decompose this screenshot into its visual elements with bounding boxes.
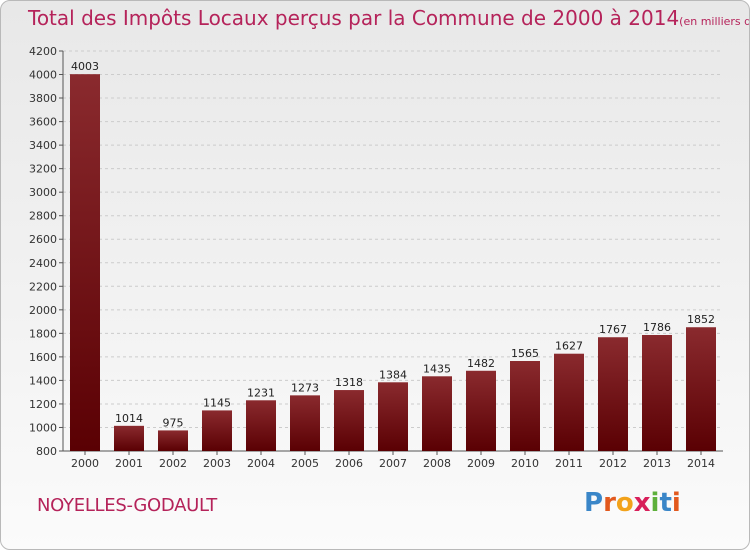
data-label: 1852 [687, 313, 715, 326]
x-tick-label: 2013 [643, 457, 671, 470]
x-tick-label: 2007 [379, 457, 407, 470]
x-tick-label: 2004 [247, 457, 275, 470]
x-tick-label: 2008 [423, 457, 451, 470]
data-label: 1767 [599, 323, 627, 336]
logo-letter: x [633, 488, 651, 518]
y-tick-label: 2400 [29, 257, 57, 270]
y-tick-label: 4200 [29, 45, 57, 58]
y-tick-label: 3200 [29, 163, 57, 176]
logo-letter: r [603, 488, 616, 518]
y-tick-label: 2000 [29, 304, 57, 317]
chart-title: Total des Impôts Locaux perçus par la Co… [28, 6, 749, 30]
bar-2013 [642, 335, 672, 451]
y-tick-label: 1000 [29, 421, 57, 434]
logo-letter: t [659, 488, 672, 518]
x-tick-label: 2003 [203, 457, 231, 470]
proxiti-logo: Proxiti [584, 488, 681, 518]
x-tick-label: 2006 [335, 457, 363, 470]
x-tick-label: 2000 [71, 457, 99, 470]
y-tick-label: 800 [36, 445, 57, 458]
chart-unit-note: (en milliers d'€) [679, 15, 749, 28]
y-tick-label: 1800 [29, 327, 57, 340]
x-tick-label: 2005 [291, 457, 319, 470]
data-label: 1231 [247, 386, 275, 399]
data-label: 1318 [335, 376, 363, 389]
bar-2006 [334, 390, 364, 451]
y-tick-label: 3400 [29, 139, 57, 152]
logo-letter: P [584, 488, 604, 518]
y-tick-label: 4000 [29, 69, 57, 82]
x-tick-label: 2011 [555, 457, 583, 470]
y-tick-label: 1400 [29, 374, 57, 387]
bar-2005 [290, 395, 320, 451]
logo-letter: o [615, 488, 634, 518]
data-label: 975 [163, 416, 184, 429]
y-tick-label: 2600 [29, 233, 57, 246]
x-tick-label: 2009 [467, 457, 495, 470]
y-tick-label: 3600 [29, 116, 57, 129]
data-label: 4003 [71, 60, 99, 73]
bar-2009 [466, 370, 496, 451]
data-label: 1482 [467, 357, 495, 370]
logo-letter: i [650, 488, 660, 518]
bar-2011 [554, 353, 584, 451]
bar-2003 [202, 410, 232, 451]
bar-2001 [114, 425, 144, 451]
y-tick-label: 3000 [29, 186, 57, 199]
bar-2002 [158, 430, 188, 451]
bar-2012 [598, 337, 628, 451]
data-label: 1565 [511, 347, 539, 360]
bar-2000 [70, 74, 100, 452]
x-tick-label: 2014 [687, 457, 715, 470]
data-label: 1145 [203, 396, 231, 409]
bar-2014 [686, 327, 716, 451]
data-label: 1435 [423, 362, 451, 375]
data-label: 1384 [379, 368, 407, 381]
y-tick-label: 2800 [29, 210, 57, 223]
y-tick-label: 2200 [29, 280, 57, 293]
x-tick-label: 2002 [159, 457, 187, 470]
x-tick-label: 2012 [599, 457, 627, 470]
bar-2004 [246, 400, 276, 451]
y-tick-label: 1200 [29, 398, 57, 411]
y-tick-label: 1600 [29, 351, 57, 364]
x-tick-label: 2010 [511, 457, 539, 470]
logo-letter: i [671, 488, 681, 518]
bar-2010 [510, 361, 540, 451]
commune-name: NOYELLES-GODAULT [37, 495, 217, 516]
bar-2008 [422, 376, 452, 451]
data-label: 1014 [115, 412, 143, 425]
data-label: 1273 [291, 381, 319, 394]
y-tick-label: 3800 [29, 92, 57, 105]
data-label: 1786 [643, 321, 671, 334]
chart-title-main: Total des Impôts Locaux perçus par la Co… [28, 6, 680, 30]
bar-2007 [378, 382, 408, 451]
x-tick-label: 2001 [115, 457, 143, 470]
data-label: 1627 [555, 340, 583, 353]
